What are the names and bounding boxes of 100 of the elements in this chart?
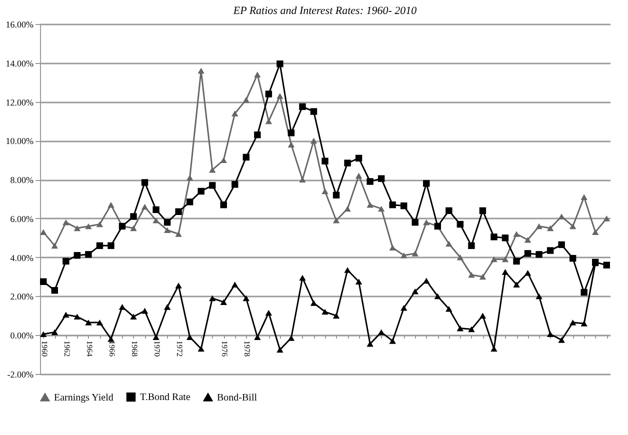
- point: [513, 282, 520, 288]
- point: [232, 110, 238, 116]
- point: [580, 288, 588, 296]
- point: [569, 254, 576, 262]
- point: [479, 207, 486, 214]
- chart-title: EP Ratios and Interest Rates: 1960- 2010: [232, 5, 418, 17]
- point: [468, 326, 475, 332]
- point: [310, 300, 318, 306]
- x-tick-label: 1966: [107, 340, 116, 357]
- point: [355, 278, 362, 285]
- point: [389, 244, 396, 251]
- point: [310, 108, 318, 115]
- point: [254, 131, 261, 138]
- point: [344, 206, 351, 212]
- point: [456, 220, 464, 228]
- point: [513, 258, 520, 265]
- point: [220, 157, 227, 164]
- point: [254, 334, 261, 340]
- point: [355, 154, 362, 162]
- point: [332, 217, 340, 224]
- point: [51, 329, 58, 336]
- y-tick-label: 0.00%: [10, 330, 34, 341]
- point: [40, 278, 47, 285]
- point: [536, 293, 542, 300]
- point: [164, 304, 171, 310]
- point: [141, 179, 148, 186]
- point: [446, 207, 452, 214]
- point: [446, 240, 452, 247]
- point: [265, 118, 272, 124]
- point: [344, 267, 351, 273]
- point: [603, 262, 610, 268]
- x-tick-label: 1962: [62, 340, 72, 357]
- point: [412, 288, 418, 294]
- point: [62, 312, 70, 318]
- y-tick-label: 6.00%: [10, 214, 34, 224]
- point: [355, 172, 362, 179]
- point: [40, 229, 47, 235]
- x-tick-label: 1970: [152, 340, 162, 357]
- point: [546, 225, 554, 232]
- point: [366, 178, 374, 185]
- y-tick-label: 2.00%: [10, 292, 34, 302]
- point: [322, 188, 328, 194]
- y-tick-label: -2.00%: [7, 370, 34, 380]
- point: [378, 206, 385, 212]
- point: [74, 225, 81, 232]
- point: [198, 68, 204, 74]
- point: [51, 287, 58, 294]
- point: [366, 202, 374, 208]
- point: [310, 138, 318, 144]
- point: [276, 346, 284, 353]
- point: [108, 202, 114, 208]
- point: [558, 214, 565, 220]
- point: [434, 293, 441, 300]
- point: [524, 236, 532, 243]
- point: [580, 320, 588, 326]
- point: [62, 219, 70, 226]
- point: [378, 175, 385, 182]
- point: [322, 158, 328, 164]
- point: [198, 188, 204, 195]
- point: [186, 174, 194, 181]
- point: [186, 198, 194, 206]
- point: [400, 304, 408, 311]
- point: [468, 272, 475, 278]
- point: [389, 201, 396, 208]
- point: [141, 204, 148, 210]
- point: [220, 201, 227, 208]
- point: [152, 334, 160, 340]
- legend-label: Earnings Yield: [54, 392, 114, 404]
- y-tick-label: 10.00%: [6, 136, 34, 146]
- point: [490, 234, 498, 240]
- point: [130, 225, 137, 232]
- point: [423, 278, 430, 284]
- point: [513, 231, 520, 237]
- point: [546, 247, 554, 254]
- point: [546, 331, 554, 338]
- x-tick-label: 1978: [242, 340, 252, 357]
- point: [288, 335, 295, 341]
- point: [85, 251, 92, 258]
- legend-label: T.Bond Rate: [140, 392, 191, 404]
- point: [232, 282, 238, 288]
- point: [490, 256, 498, 262]
- point: [164, 227, 171, 234]
- point: [265, 90, 272, 98]
- point: [186, 334, 194, 340]
- point: [592, 229, 599, 235]
- x-tick-label: 1972: [175, 340, 184, 357]
- y-tick-label: 4.00%: [10, 252, 34, 263]
- point: [175, 282, 182, 288]
- point: [62, 258, 70, 265]
- point: [558, 337, 565, 343]
- point: [423, 219, 430, 226]
- point: [130, 213, 137, 220]
- point: [108, 242, 114, 250]
- point: [152, 217, 160, 224]
- point: [51, 242, 58, 249]
- point: [232, 181, 238, 188]
- point: [299, 274, 306, 281]
- point: [164, 218, 171, 226]
- point: [152, 206, 160, 214]
- point: [74, 314, 81, 320]
